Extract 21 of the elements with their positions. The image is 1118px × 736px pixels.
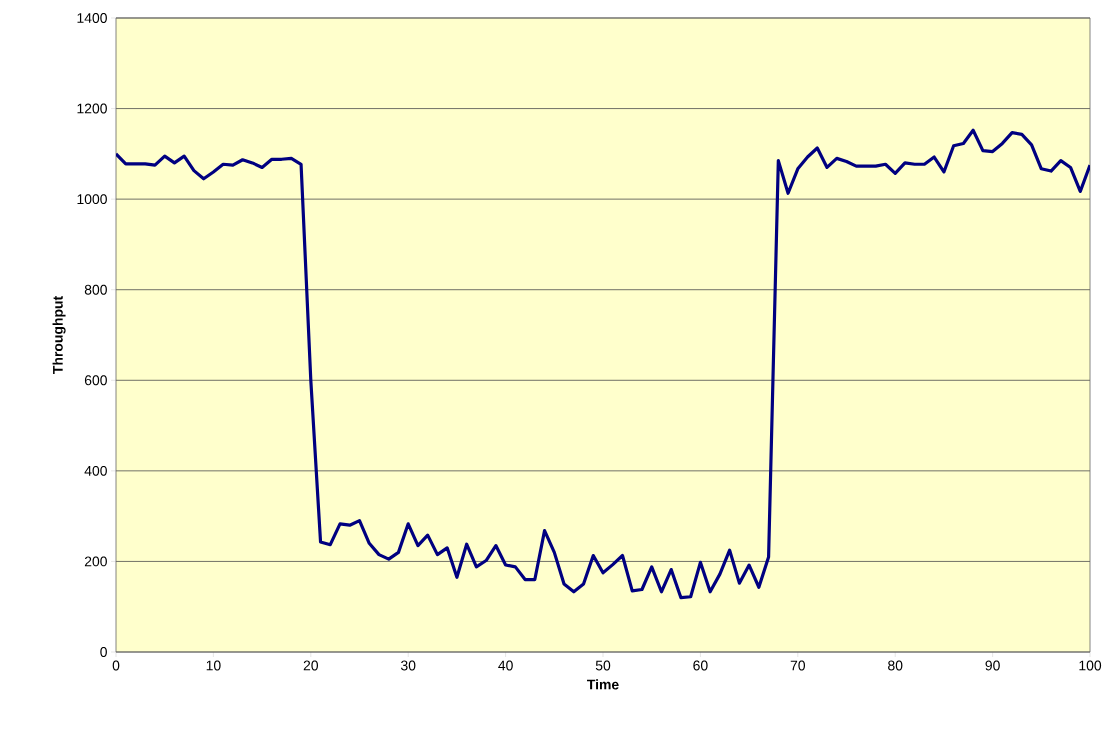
x-tick-label: 10	[206, 660, 221, 671]
y-tick-label: 1000	[77, 194, 107, 205]
y-tick-label: 600	[84, 375, 107, 386]
x-axis-title: Time	[587, 679, 619, 690]
y-tick-label: 0	[100, 647, 107, 657]
y-tick-label: 400	[84, 465, 107, 476]
x-tick-label: 0	[112, 660, 120, 671]
y-tick-label: 1200	[77, 103, 107, 114]
y-tick-label: 200	[84, 556, 107, 567]
x-tick-label: 50	[595, 660, 611, 671]
x-tick-label: 60	[693, 660, 708, 671]
x-tick-label: 30	[400, 660, 416, 671]
y-tick-label: 800	[84, 284, 107, 295]
x-tick-label: 100	[1079, 660, 1102, 671]
x-tick-label: 70	[790, 660, 806, 671]
x-tick-label: 40	[498, 660, 513, 671]
x-tick-label: 20	[303, 660, 319, 671]
x-tick-label: 80	[888, 660, 903, 671]
y-tick-label: 1400	[77, 13, 107, 23]
y-axis-title: Throughput	[52, 296, 66, 374]
x-tick-label: 90	[985, 660, 1000, 671]
